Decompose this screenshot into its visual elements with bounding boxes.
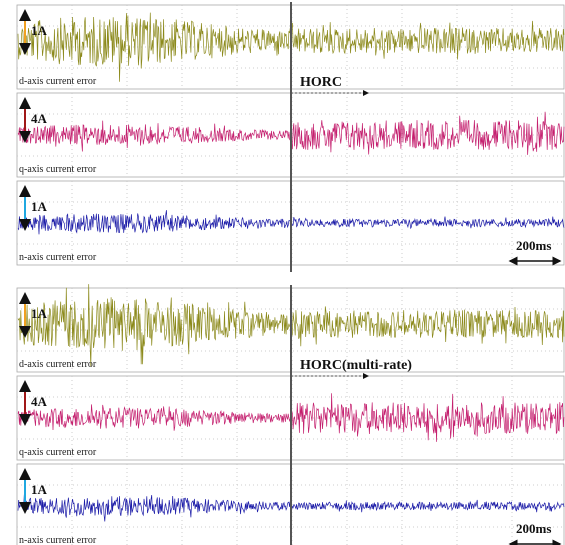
figure: 1A d-axis current error 4A q-axis current e… xyxy=(0,0,565,545)
scale-label: 200ms xyxy=(516,521,551,536)
scale-label: 200ms xyxy=(516,238,551,253)
method-label: HORC(multi-rate) xyxy=(300,358,412,373)
amplitude-label: 1A xyxy=(31,199,48,214)
trace-label: q-axis current error xyxy=(19,164,97,175)
trace-label: n-axis current error xyxy=(19,252,97,263)
amplitude-label: 4A xyxy=(31,111,48,126)
trace-label: d-axis current error xyxy=(19,359,97,370)
amplitude-label: 1A xyxy=(31,306,48,321)
amplitude-label: 4A xyxy=(31,394,48,409)
method-label: HORC xyxy=(300,75,342,90)
trace-label: n-axis current error xyxy=(19,535,97,545)
trace-label: d-axis current error xyxy=(19,76,97,87)
trace-label: q-axis current error xyxy=(19,447,97,458)
amplitude-label: 1A xyxy=(31,482,48,497)
amplitude-label: 1A xyxy=(31,23,48,38)
